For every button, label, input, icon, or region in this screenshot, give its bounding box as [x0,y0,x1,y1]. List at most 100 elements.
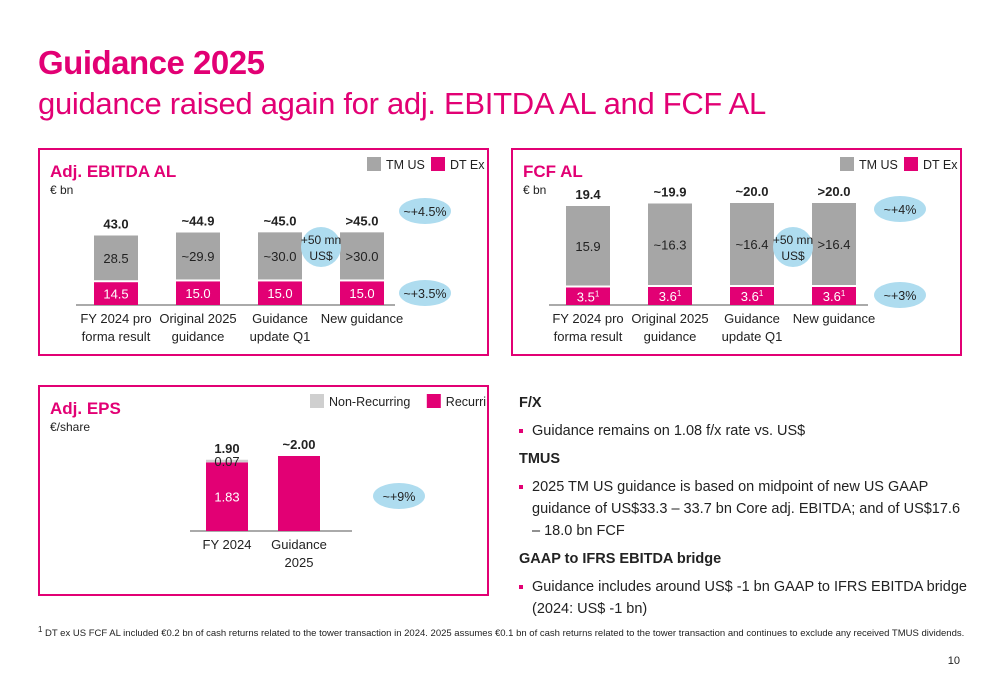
ebitda-segment-label: 15.0 [349,286,374,301]
page-title: Guidance 2025 [38,44,265,81]
fcf-growth-bottom: ~+3% [884,289,917,303]
ebitda-total-label: >45.0 [346,213,379,228]
ebitda-bar-dt-ex-us [258,281,302,305]
ebitda-chart-panel: Adj. EBITDA AL € bn TM US DT Ex US 28.5 14.5 4… [38,148,489,356]
notes-bullet-bridge: Guidance includes around US$ -1 bn GAAP … [519,576,969,620]
ebitda-total-label: 43.0 [103,216,128,231]
fcf-bar-tm-us [566,206,610,286]
ebitda-callout-text: US$ [309,249,333,263]
eps-bar-recurring [206,462,248,531]
fcf-footnote-mark: 1 [677,289,682,298]
notes-bullet-fx: Guidance remains on 1.08 f/x rate vs. US… [519,420,969,442]
footnote: 1 DT ex US FCF AL included €0.2 bn of ca… [38,625,964,639]
fcf-bar-dt-ex-us [648,287,692,305]
ebitda-segment-label: 14.5 [103,287,128,302]
ebitda-growth-bubble-total [399,198,451,224]
fcf-unit: € bn [523,183,546,197]
fcf-growth-bubble-bottom [874,282,926,308]
notes-bullet-tmus: 2025 TM US guidance is based on midpoint… [519,476,969,542]
fcf-chart: FCF AL € bn TM US DT Ex US 15.9 3.51 19.4 FY 20… [523,157,960,344]
ebitda-segment-label: 15.0 [267,286,292,301]
fcf-legend-swatch [904,157,918,171]
eps-legend-label: Non-Recurring [329,395,410,409]
ebitda-category-label: update Q1 [250,329,311,344]
eps-total-label: ~2.00 [283,437,316,452]
fcf-category-label: guidance [644,329,697,344]
fcf-footnote-mark: 1 [595,289,600,298]
page-number: 10 [947,655,960,667]
fcf-segment-label: 3.51 [577,289,600,304]
eps-total-label: 1.90 [214,441,239,456]
eps-growth-bubble-total [373,483,425,509]
ebitda-legend-swatch [431,157,445,171]
ebitda-category-label: guidance [172,329,225,344]
ebitda-total-label: ~44.9 [182,214,215,229]
fcf-legend-label: DT Ex US [923,158,960,172]
ebitda-category-label: Original 2025 [159,311,236,326]
eps-segment-label: 0.07 [214,454,239,469]
ebitda-growth-bubble-bottom [399,280,451,306]
ebitda-category-label: FY 2024 pro [80,311,151,326]
fcf-total-label: ~19.9 [654,185,687,200]
fcf-growth-total: ~+4% [884,203,917,217]
fcf-bar-tm-us [730,203,774,285]
eps-bar-recurring [278,456,320,531]
eps-category-label: 2025 [285,555,314,570]
ebitda-growth-total: ~+4.5% [403,205,446,219]
fcf-segment-label: 3.61 [741,289,764,304]
footnote-mark: 1 [38,625,43,634]
eps-legend-swatch [310,394,324,408]
ebitda-segment-label: 15.0 [185,286,210,301]
eps-bar-non-recurring [206,459,248,463]
ebitda-title: Adj. EBITDA AL [50,162,176,181]
fcf-bar-dt-ex-us [812,287,856,305]
fcf-callout-text: +50 mn [773,233,813,247]
eps-chart-panel: Adj. EPS €/share Non-Recurring Recurring 0.0… [38,385,489,596]
fcf-segment-label: ~16.4 [736,237,769,252]
fcf-total-label: 19.4 [575,187,601,202]
fcf-segment-label: 3.61 [823,289,846,304]
ebitda-legend-swatch [367,157,381,171]
fcf-category-label: FY 2024 pro [552,311,623,326]
ebitda-bar-dt-ex-us [94,282,138,305]
fcf-category-label: New guidance [793,311,875,326]
eps-category-label: Guidance [271,537,327,552]
eps-segment-label: 1.83 [214,490,239,505]
fcf-chart-panel: FCF AL € bn TM US DT Ex US 15.9 3.51 19.4 FY 20… [511,148,962,356]
notes-heading-tmus: TMUS [519,451,561,467]
ebitda-category-label: New guidance [321,311,403,326]
fcf-callout-text: US$ [781,249,805,263]
fcf-legend-swatch [840,157,854,171]
ebitda-chart: Adj. EBITDA AL € bn TM US DT Ex US 28.5 14.5 4… [50,157,487,344]
fcf-segment-label: >16.4 [818,237,851,252]
ebitda-bar-dt-ex-us [340,281,384,305]
fcf-segment-label: ~16.3 [654,237,687,252]
fcf-total-label: >20.0 [818,184,851,199]
footnote-text: DT ex US FCF AL included €0.2 bn of cash… [45,628,965,640]
eps-chart: Adj. EPS €/share Non-Recurring Recurring 0.0… [50,394,487,570]
fcf-category-label: Guidance [724,311,780,326]
ebitda-bar-tm-us [258,232,302,280]
notes-heading-bridge: GAAP to IFRS EBITDA bridge [519,551,722,567]
fcf-footnote-mark: 1 [841,289,846,298]
ebitda-category-label: Guidance [252,311,308,326]
fcf-footnote-mark: 1 [759,289,764,298]
fcf-growth-bubble-total [874,196,926,222]
eps-title: Adj. EPS [50,399,121,418]
ebitda-segment-label: >30.0 [346,249,379,264]
fcf-category-label: forma result [554,329,623,344]
fcf-category-label: update Q1 [722,329,783,344]
fcf-segment-label: 3.61 [659,289,682,304]
fcf-category-label: Original 2025 [631,311,708,326]
fcf-bar-dt-ex-us [566,287,610,305]
ebitda-total-label: ~45.0 [264,213,297,228]
ebitda-growth-bottom: ~+3.5% [403,287,446,301]
fcf-total-label: ~20.0 [736,184,769,199]
ebitda-category-label: forma result [82,329,151,344]
fcf-legend-label: TM US [859,158,898,172]
notes-heading-fx: F/X [519,395,542,411]
ebitda-unit: € bn [50,183,73,197]
ebitda-legend-label: TM US [386,158,425,172]
eps-unit: €/share [50,420,90,434]
ebitda-bar-dt-ex-us [176,281,220,305]
